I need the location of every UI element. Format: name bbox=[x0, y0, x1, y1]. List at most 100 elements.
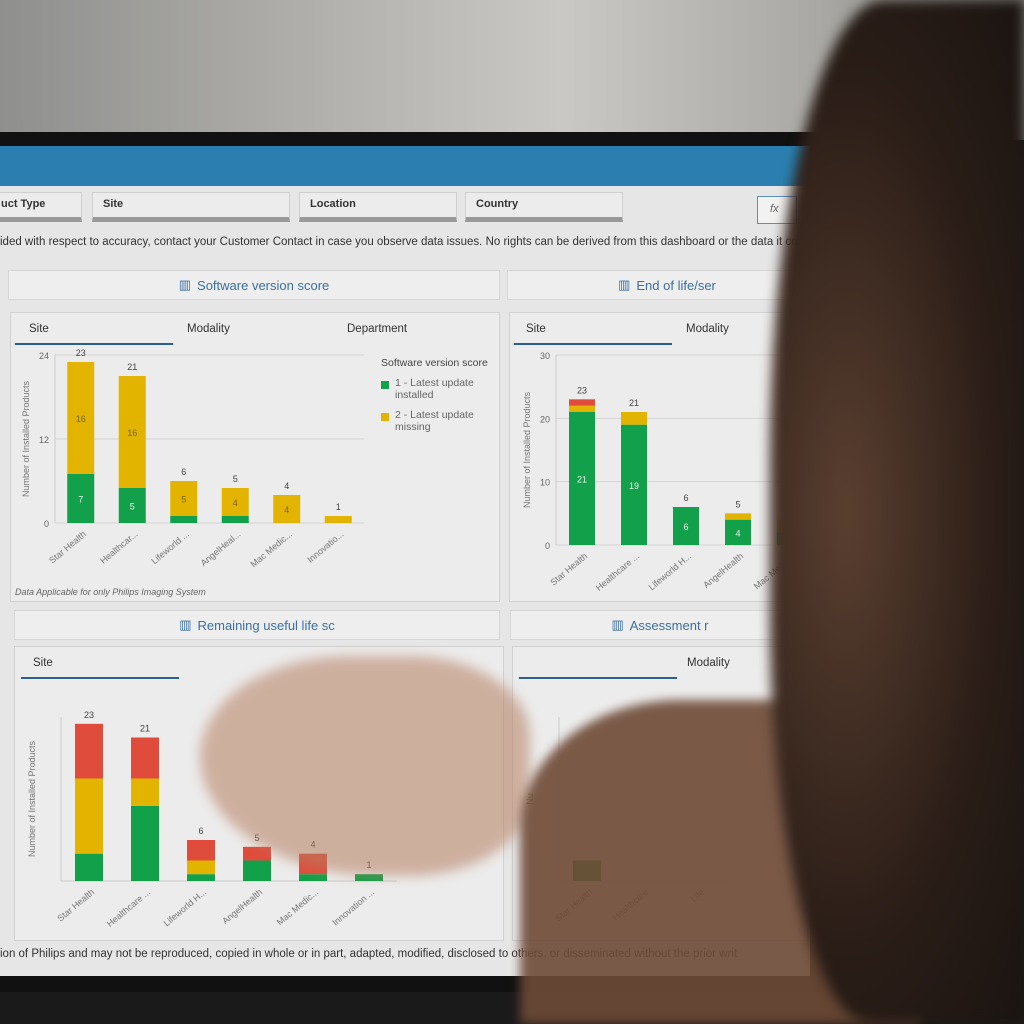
chart-card-end-of-life: Site Modality 0 10 20 30 Number of Installed… bbox=[509, 312, 810, 602]
tab-modality[interactable]: Modality bbox=[686, 323, 729, 335]
chart-note: Data Applicable for only Philips Imaging… bbox=[15, 587, 206, 597]
bar-segment bbox=[75, 853, 103, 881]
bar-total-label: 6 bbox=[198, 826, 203, 836]
bar-segment bbox=[187, 860, 215, 875]
bar-segment-label: 21 bbox=[577, 475, 587, 485]
bar-segment bbox=[131, 778, 159, 806]
bar-segment bbox=[131, 805, 159, 881]
x-tick-label: Star Health bbox=[548, 551, 589, 588]
panel-title-assessment: ▥ Assessment r bbox=[510, 610, 810, 640]
y-tick-label: 24 bbox=[39, 351, 49, 361]
x-tick-label: Innovation ... bbox=[330, 887, 376, 928]
bar-segment bbox=[324, 516, 352, 523]
legend-swatch bbox=[381, 381, 389, 389]
tab-modality[interactable]: Modality bbox=[687, 657, 730, 669]
bar-segment bbox=[67, 362, 95, 474]
bar-segment bbox=[725, 513, 751, 520]
bar-segment-label: 4 bbox=[284, 505, 289, 515]
filter-site[interactable]: Site bbox=[92, 192, 290, 222]
bar-segment bbox=[569, 412, 595, 545]
bar-segment bbox=[221, 488, 249, 516]
chart-legend: Software version score 1 - Latest update… bbox=[381, 357, 491, 433]
bar-segment bbox=[75, 723, 103, 779]
bar-segment-label: 4 bbox=[233, 498, 238, 508]
bar-segment bbox=[273, 495, 301, 523]
bar-segment-label: 16 bbox=[76, 414, 86, 424]
x-tick-label: Healthcare ... bbox=[105, 887, 152, 929]
remaining-life-chart: Number of Installed Products 23 Star Healt… bbox=[27, 710, 397, 929]
filter-country[interactable]: Country bbox=[465, 192, 623, 222]
legend-label: 2 - Latest update missing bbox=[395, 409, 474, 433]
bar-segment-label: 5 bbox=[181, 495, 186, 505]
bar-segment bbox=[725, 519, 751, 545]
legend-item[interactable]: 1 - Latest update installed bbox=[381, 377, 491, 401]
tab-site[interactable]: Site bbox=[526, 323, 546, 335]
bar-segment bbox=[299, 874, 327, 881]
x-tick-label: Healthcare ... bbox=[594, 551, 641, 593]
y-axis-label: Number of Installed Products bbox=[27, 740, 37, 857]
bar-chart-icon: ▥ bbox=[178, 277, 192, 292]
bar-total-label: 4 bbox=[284, 481, 289, 491]
chart-card-software: Site Modality Department 0 12 24 Number of … bbox=[10, 312, 500, 602]
legend-swatch bbox=[381, 413, 389, 421]
person-head bbox=[770, 0, 1024, 1024]
filter-product-type[interactable]: uct Type bbox=[0, 192, 82, 222]
active-tab-indicator bbox=[15, 343, 173, 345]
bar-chart-icon: ▥ bbox=[179, 617, 192, 632]
bar-segment bbox=[569, 405, 595, 412]
bar-segment-label: 7 bbox=[78, 495, 83, 505]
bar-total-label: 6 bbox=[683, 493, 688, 503]
disclaimer-text: ided with respect to accuracy, contact y… bbox=[0, 236, 810, 248]
bar-total-label: 21 bbox=[127, 362, 137, 372]
panel-title-remaining-life: ▥ Remaining useful life sc bbox=[14, 610, 500, 640]
x-tick-label: Star Health bbox=[47, 529, 88, 566]
x-tick-label: Star Health bbox=[55, 887, 96, 924]
bar-total-label: 21 bbox=[140, 724, 150, 734]
bar-segment bbox=[131, 737, 159, 779]
bar-segment bbox=[355, 874, 383, 881]
y-axis-label: Number of Installed Products bbox=[21, 380, 31, 497]
bar-segment-label: 5 bbox=[130, 502, 135, 512]
x-tick-label: Lifeworld H... bbox=[647, 551, 694, 592]
bar-segment bbox=[67, 474, 95, 523]
bar-segment bbox=[243, 860, 271, 881]
bar-segment bbox=[673, 507, 699, 545]
x-tick-label: Innovatio... bbox=[305, 529, 345, 565]
active-tab-indicator bbox=[21, 677, 179, 679]
bar-total-label: 21 bbox=[629, 398, 639, 408]
bar-segment bbox=[569, 399, 595, 406]
panel-title-software-version: ▥ Software version score bbox=[8, 270, 500, 300]
y-axis-label: Number of Installed Products bbox=[522, 391, 532, 508]
panel-title-text: Remaining useful life sc bbox=[197, 617, 335, 633]
y-tick-label: 20 bbox=[540, 414, 550, 424]
legend-item[interactable]: 2 - Latest update missing bbox=[381, 409, 491, 433]
bar-total-label: 23 bbox=[84, 710, 94, 720]
tab-modality[interactable]: Modality bbox=[187, 323, 230, 335]
bar-segment bbox=[118, 488, 146, 523]
tab-department[interactable]: Department bbox=[347, 323, 408, 335]
x-tick-label: Healthcar... bbox=[98, 529, 139, 566]
bar-segment-label: 19 bbox=[629, 481, 639, 491]
bar-segment bbox=[170, 516, 198, 523]
bar-segment bbox=[621, 412, 647, 425]
filter-location[interactable]: Location bbox=[299, 192, 457, 222]
x-tick-label: Lifeworld H... bbox=[162, 887, 209, 928]
end-of-life-chart: 0 10 20 30 Number of Installed Products 21 23 S… bbox=[522, 351, 810, 593]
y-tick-label: 0 bbox=[545, 541, 550, 551]
x-tick-label: AngelHealth bbox=[701, 551, 745, 590]
bar-total-label: 23 bbox=[76, 348, 86, 358]
x-tick-label: Lifeworld ... bbox=[149, 529, 191, 566]
bar-total-label: 6 bbox=[181, 467, 186, 477]
tab-site[interactable]: Site bbox=[29, 323, 49, 335]
y-tick-label: 10 bbox=[540, 478, 550, 488]
y-tick-label: 12 bbox=[39, 435, 49, 445]
panel-title-text: End of life/ser bbox=[636, 277, 716, 293]
legend-title: Software version score bbox=[381, 357, 488, 369]
tab-site[interactable]: Site bbox=[33, 657, 53, 669]
bar-total-label: 5 bbox=[735, 499, 740, 509]
active-tab-indicator bbox=[519, 677, 677, 679]
bar-segment bbox=[221, 516, 249, 523]
bar-segment bbox=[243, 846, 271, 861]
panel-title-text: Assessment r bbox=[629, 617, 709, 633]
